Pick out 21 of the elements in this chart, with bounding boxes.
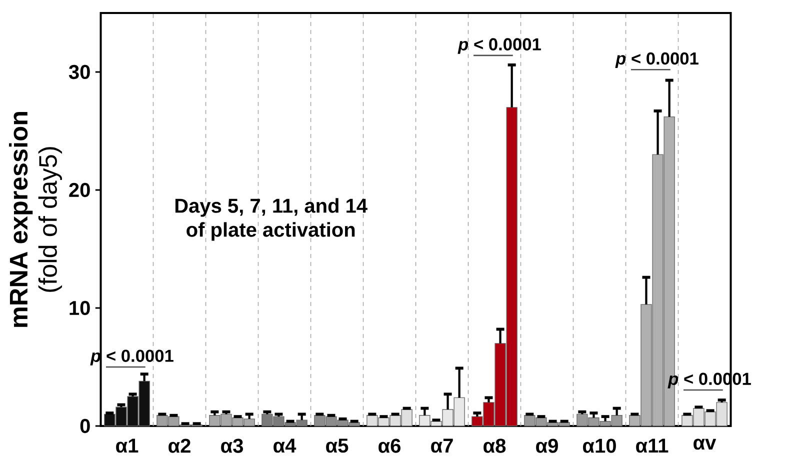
y-axis-title: mRNA expression (fold of day5)	[9, 112, 62, 327]
x-tick-label: α5	[326, 438, 348, 453]
x-tick-label: α10	[583, 438, 616, 453]
y-tick-label: 0	[80, 418, 90, 434]
x-tick-label: α7	[431, 438, 453, 453]
x-tick-label: α2	[168, 438, 190, 453]
x-tick-label: α11	[636, 438, 668, 453]
annotation: Days 5, 7, 11, and 14 of plate activation	[175, 198, 368, 241]
x-tick-label: α4	[274, 438, 296, 453]
x-tick-label: α6	[378, 438, 400, 453]
y-tick-label: 30	[68, 64, 90, 80]
annotation: p < 0.0001	[90, 350, 174, 366]
y-tick-label: 10	[70, 300, 90, 316]
y-tick-label: 20	[69, 182, 90, 198]
x-tick-label: αv	[694, 438, 716, 450]
annotation: p < 0.0001	[458, 38, 541, 54]
x-tick-label: α1	[116, 438, 138, 453]
annotation: p < 0.0001	[615, 52, 698, 68]
x-tick-label: α9	[536, 438, 558, 453]
x-tick-label: α3	[221, 438, 243, 453]
x-tick-label: α8	[484, 438, 506, 453]
